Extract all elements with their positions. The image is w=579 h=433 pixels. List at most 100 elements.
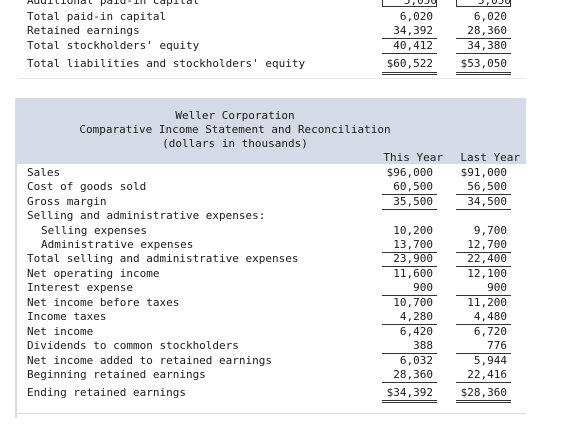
total-rule <box>382 194 437 195</box>
table-row: Cost of goods sold 60,500 56,500 <box>0 180 579 194</box>
value-this-year: 900 <box>413 281 433 294</box>
value-last-year: 34,380 <box>467 39 507 52</box>
table-row: Retained earnings 34,392 28,360 <box>0 24 579 38</box>
total-rule <box>456 209 511 210</box>
table-row: Total selling and administrative expense… <box>0 252 579 266</box>
row-label: Gross margin <box>27 195 107 208</box>
table-row: Ending retained earnings $34,392 $28,360 <box>0 386 579 400</box>
table-row: Total paid-in capital 6,020 6,020 <box>0 10 579 24</box>
row-label: Selling expenses <box>41 224 147 237</box>
row-label: Income taxes <box>27 310 107 323</box>
value-last-year: $53,050 <box>460 57 507 70</box>
row-label: Total stockholders' equity <box>27 39 200 52</box>
value-last-year: 776 <box>487 339 507 352</box>
row-label: Sales <box>27 166 61 179</box>
row-label: Dividends to common stockholders <box>27 339 239 352</box>
value-last-year: 28,360 <box>467 24 507 37</box>
value-last-year: 22,416 <box>467 368 507 381</box>
row-label: Beginning retained earnings <box>27 368 206 381</box>
table-row: Net income before taxes 10,700 11,200 <box>0 296 579 310</box>
value-this-year: 28,360 <box>393 368 433 381</box>
row-label: Ending retained earnings <box>27 386 186 399</box>
table-row: Beginning retained earnings 28,360 22,416 <box>0 368 579 382</box>
table-row: Total stockholders' equity 40,412 34,380 <box>0 39 579 53</box>
total-rule <box>382 324 437 325</box>
row-label: Retained earnings <box>27 24 140 37</box>
income-statement-header: Weller Corporation Comparative Income St… <box>15 98 526 164</box>
total-rule <box>382 353 437 354</box>
total-rule <box>456 382 511 383</box>
value-this-year: 34,392 <box>393 24 433 37</box>
table-row: Interest expense 900 900 <box>0 281 579 295</box>
row-label: Net income added to retained earnings <box>27 354 273 367</box>
value-this-year: 6,420 <box>399 325 433 338</box>
total-rule <box>382 209 437 210</box>
total-rule <box>382 266 437 267</box>
total-rule <box>456 295 511 296</box>
value-last-year: 12,700 <box>467 238 507 251</box>
value-this-year: 5,050 <box>403 0 437 7</box>
table-row: Sales $96,000 $91,000 <box>0 166 579 180</box>
table-row: Dividends to common stockholders 388 776 <box>0 339 579 353</box>
row-label: Selling and administrative expenses: <box>27 209 266 222</box>
row-label: Additional paid-in capital <box>27 0 200 7</box>
row-label: Total liabilities and stockholders' equi… <box>27 57 306 70</box>
value-this-year: $34,392 <box>386 386 433 399</box>
row-label: Interest expense <box>27 281 133 294</box>
value-last-year: 5,050 <box>477 0 511 7</box>
total-rule <box>456 353 511 354</box>
table-row: Gross margin 35,500 34,500 <box>0 195 579 209</box>
table-row: Selling and administrative expenses: <box>0 209 579 223</box>
total-rule <box>456 252 511 253</box>
value-this-year: 40,412 <box>393 39 433 52</box>
company-name: Weller Corporation <box>175 109 295 122</box>
value-last-year: 12,100 <box>467 267 507 280</box>
total-rule <box>456 266 511 267</box>
row-label: Net income <box>27 325 94 338</box>
value-last-year: $91,000 <box>460 166 507 179</box>
total-rule <box>382 252 437 253</box>
total-rule <box>382 295 437 296</box>
table-row: Additional paid-in capital 5,050 5,050 <box>0 0 579 8</box>
table-row: Net income added to retained earnings 6,0… <box>0 354 579 368</box>
value-this-year: 23,900 <box>393 252 433 265</box>
value-this-year: $60,522 <box>386 57 433 70</box>
table-row: Net income 6,420 6,720 <box>0 325 579 339</box>
value-this-year: 6,032 <box>399 354 433 367</box>
statement-title: Comparative Income Statement and Reconci… <box>79 123 391 136</box>
table-row: Income taxes 4,280 4,480 <box>0 310 579 324</box>
row-label: Total selling and administrative expense… <box>27 252 299 265</box>
total-rule <box>456 324 511 325</box>
row-label: Cost of goods sold <box>27 180 147 193</box>
value-last-year: 56,500 <box>467 180 507 193</box>
value-this-year: 10,200 <box>393 224 433 237</box>
table-row: Selling expenses 10,200 9,700 <box>0 224 579 238</box>
col-last-year: Last Year <box>460 151 520 164</box>
value-last-year: 11,200 <box>467 296 507 309</box>
col-this-year: This Year <box>383 151 443 164</box>
column-headers: This Year Last Year <box>0 151 579 165</box>
value-this-year: 4,280 <box>399 310 433 323</box>
value-this-year: 35,500 <box>393 195 433 208</box>
value-this-year: 13,700 <box>393 238 433 251</box>
total-rule <box>456 194 511 195</box>
row-label: Net income before taxes <box>27 296 180 309</box>
double-rule <box>382 400 437 403</box>
statement-subtitle: (dollars in thousands) <box>162 137 308 150</box>
double-rule <box>456 400 511 403</box>
value-this-year: 11,600 <box>393 267 433 280</box>
value-this-year: 10,700 <box>393 296 433 309</box>
row-label: Administrative expenses <box>41 238 194 251</box>
value-last-year: 4,480 <box>473 310 507 323</box>
table-row: Net operating income 11,600 12,100 <box>0 267 579 281</box>
value-last-year: 6,020 <box>473 10 507 23</box>
total-rule <box>382 382 437 383</box>
value-this-year: 6,020 <box>399 10 433 23</box>
table-row: Total liabilities and stockholders' equi… <box>0 57 579 71</box>
value-this-year: $96,000 <box>386 166 433 179</box>
value-last-year: 6,720 <box>473 325 507 338</box>
value-last-year: 34,500 <box>467 195 507 208</box>
value-this-year: 388 <box>413 339 433 352</box>
value-last-year: 900 <box>487 281 507 294</box>
value-last-year: 22,400 <box>467 252 507 265</box>
